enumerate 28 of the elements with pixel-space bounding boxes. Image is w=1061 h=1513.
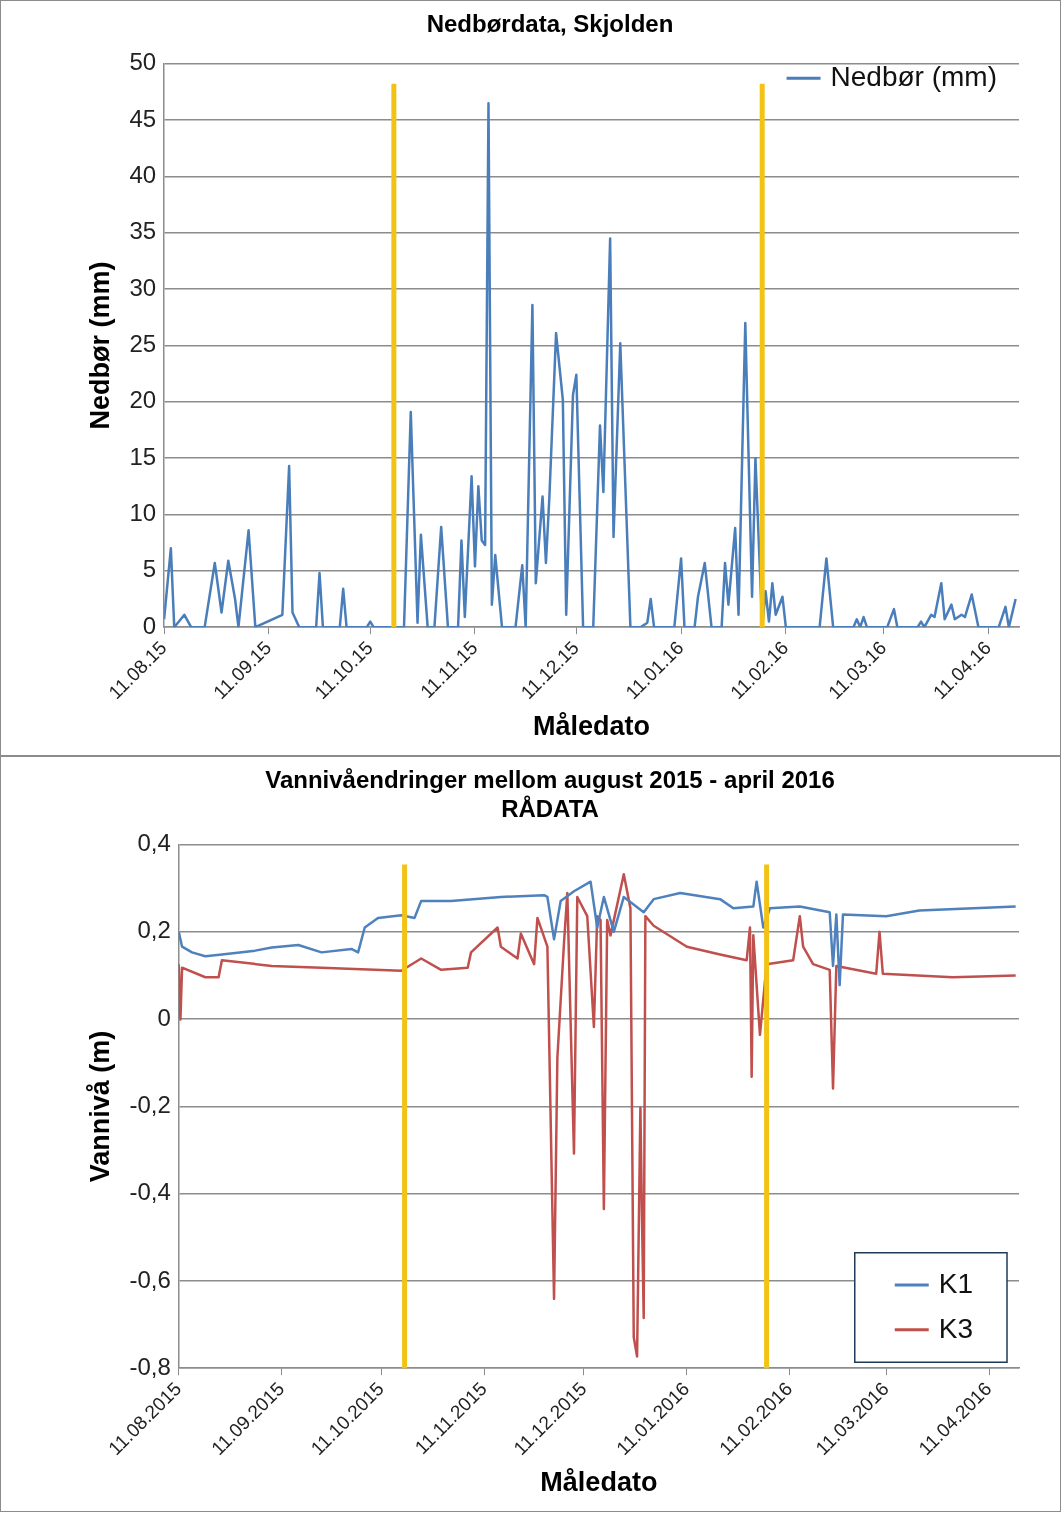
y-axis-title: Vannivå (m)	[84, 1030, 115, 1183]
x-axis-title: Måledato	[540, 1467, 658, 1498]
chart-title: Vannivåendringer mellom august 2015 - april 2016	[265, 766, 835, 794]
x-axis-title: Måledato	[533, 711, 651, 742]
y-tick-label: 25	[129, 330, 157, 358]
y-tick-label: 30	[129, 273, 157, 301]
y-tick-label: 50	[129, 48, 157, 76]
y-tick-label: 0	[157, 1003, 171, 1031]
y-tick-label: 0,4	[137, 829, 171, 857]
chart-subtitle: RÅDATA	[501, 794, 599, 822]
y-tick-label: -0,6	[129, 1265, 171, 1293]
y-tick-label: -0,8	[129, 1352, 171, 1380]
legend-label: K1	[938, 1267, 973, 1299]
y-tick-label: 0,2	[137, 916, 171, 944]
y-tick-label: 35	[129, 217, 157, 245]
y-tick-label: -0,4	[129, 1178, 171, 1206]
y-axis-title: Nedbør (mm)	[84, 261, 115, 430]
y-tick-label: 5	[142, 555, 157, 583]
y-tick-label: 40	[129, 161, 157, 189]
y-tick-label: -0,2	[129, 1091, 171, 1119]
y-tick-label: 45	[129, 104, 157, 132]
y-tick-label: 20	[129, 386, 157, 414]
y-tick-label: 15	[129, 442, 157, 470]
chart-title: Nedbørdata, Skjolden	[426, 10, 674, 38]
legend-label: K3	[938, 1312, 973, 1344]
y-tick-label: 0	[142, 611, 157, 639]
y-tick-label: 10	[129, 499, 157, 527]
legend-label: Nedbør (mm)	[830, 60, 998, 92]
